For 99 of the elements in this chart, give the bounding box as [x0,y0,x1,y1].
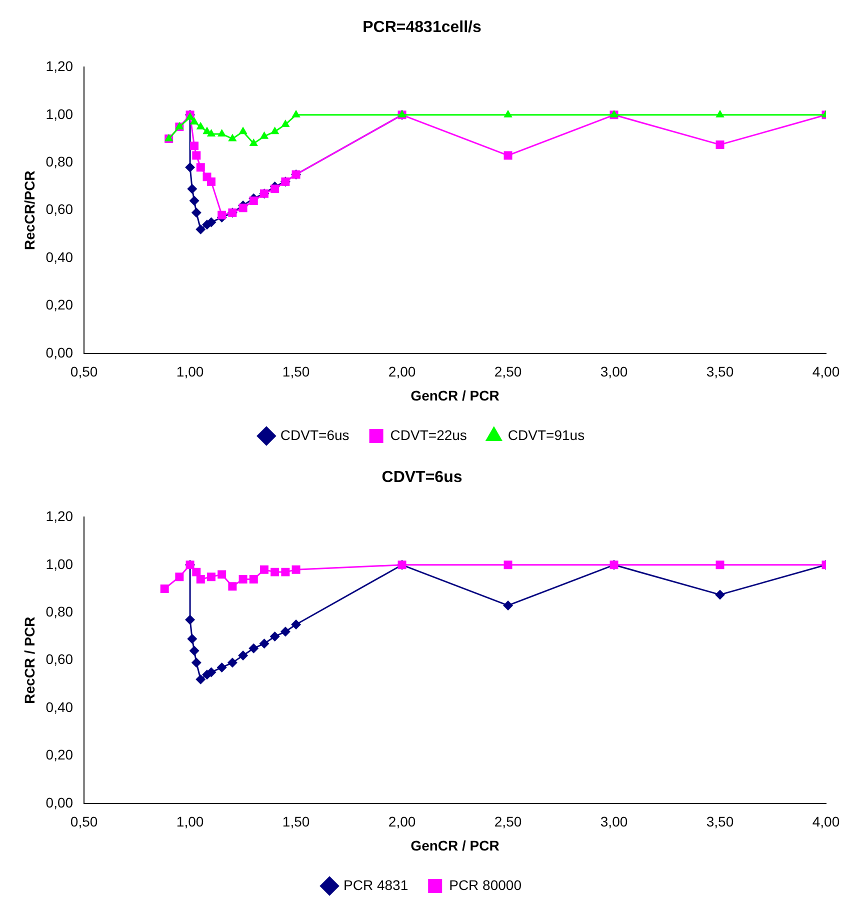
x-tick-label: 0,50 [70,814,98,830]
x-tick-label: 2,50 [494,364,522,380]
y-tick-label: 0,60 [46,651,74,668]
point [196,574,205,584]
y-tick-label: 0,40 [46,698,74,715]
point [292,110,300,118]
y-tick-label: 0,80 [46,153,74,170]
point [196,674,206,684]
point [270,568,280,576]
y-tick-label: 0,00 [46,794,74,810]
point [192,151,201,160]
point [187,634,198,644]
x-tick-label: 1,50 [282,814,310,830]
x-tick-label: 3,00 [600,814,628,830]
point [227,658,238,668]
y-tick-label: 1,20 [46,58,74,74]
point [218,128,226,136]
point [196,122,205,130]
point [190,117,199,125]
point [259,638,270,649]
y-tick-label: 0,20 [46,746,74,763]
point [248,643,259,654]
y-axis-title: RecCR/PCR [21,170,38,250]
point [270,126,280,134]
legend-label: CDVT=22us [390,426,467,443]
y-tick-label: 1,00 [46,106,74,122]
chart-title: CDVT=6us [382,469,462,486]
point [185,614,196,625]
point [503,600,514,610]
x-tick-label: 4,00 [812,814,840,830]
point [160,584,169,593]
legend-label: PCR 4831 [344,876,408,893]
point [504,151,512,160]
point [190,142,199,150]
point [238,126,248,134]
x-tick-label: 3,00 [600,364,628,380]
point [260,565,268,574]
point [238,204,248,212]
y-tick-label: 1,20 [46,508,74,524]
point [228,134,237,142]
x-tick-label: 2,50 [494,814,522,830]
x-tick-label: 3,50 [706,364,734,380]
y-tick-label: 0,80 [46,603,74,620]
point [189,646,200,656]
point [238,650,248,661]
x-tick-label: 2,00 [388,364,416,380]
point [185,162,196,172]
point [206,572,216,582]
point [716,560,724,570]
x-tick-label: 1,00 [176,364,204,380]
point [504,110,512,118]
chart-title: PCR=4831cell/s [362,19,482,36]
x-tick-label: 1,50 [282,364,310,380]
x-axis-title: GenCR / PCR [410,387,500,404]
y-tick-label: 0,20 [46,296,74,313]
point [249,196,258,206]
x-tick-label: 3,50 [706,814,734,830]
x-tick-label: 2,00 [388,814,416,830]
point [715,590,726,600]
point [260,131,269,139]
point [249,574,258,584]
x-tick-label: 0,50 [70,364,98,380]
x-tick-label: 4,00 [812,364,840,380]
y-tick-label: 0,40 [46,248,74,265]
legend-label: PCR 80000 [449,876,522,893]
point [196,224,206,234]
point [281,568,290,576]
legend-label: CDVT=91us [508,426,585,443]
point [218,210,226,220]
point [175,572,184,582]
point [504,560,512,570]
point [196,163,205,172]
legend-label: CDVT=6us [280,426,350,443]
point [206,177,216,186]
y-tick-label: 1,00 [46,556,74,572]
point [191,208,202,218]
point [280,626,290,637]
point [716,110,724,118]
y-tick-label: 0,00 [46,344,74,360]
point [189,196,200,206]
x-tick-label: 1,00 [176,814,204,830]
y-axis-title: RecCR / PCR [21,616,38,704]
point [270,184,280,194]
point [218,570,226,579]
point [292,565,300,574]
point [716,140,724,149]
point [249,138,258,146]
point [191,658,202,668]
point [281,119,290,127]
point [291,620,302,630]
y-tick-label: 0,60 [46,201,74,218]
point [216,662,227,672]
point [238,574,248,584]
point [270,631,280,642]
point [206,128,216,136]
x-axis-title: GenCR / PCR [410,837,500,854]
point [187,184,198,194]
point [228,582,237,591]
point [192,568,201,576]
